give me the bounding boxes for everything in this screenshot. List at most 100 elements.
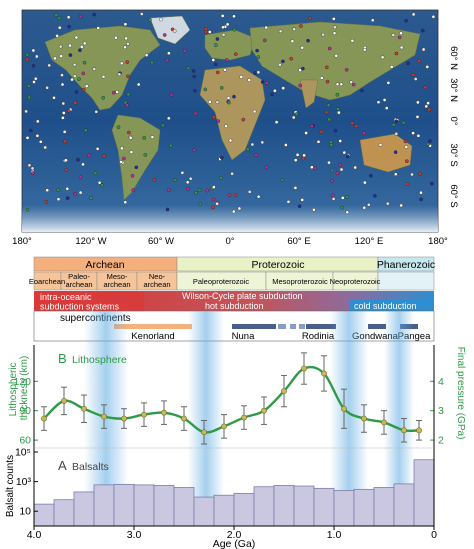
sample-marker — [215, 201, 219, 206]
label-line: Paleo- — [68, 272, 90, 281]
x-tick-label: 0 — [431, 529, 437, 541]
lith-point — [61, 397, 67, 404]
lon-tick-label: 180° — [12, 236, 32, 247]
lat-tick-label: 30° S — [448, 143, 459, 166]
sample-marker — [316, 139, 321, 144]
era-label: Eoarchean — [29, 277, 65, 286]
sample-marker — [207, 30, 212, 34]
sample-marker — [350, 121, 355, 125]
sample-marker — [100, 183, 104, 187]
sample-marker — [353, 165, 358, 170]
sample-marker — [60, 73, 64, 77]
sample-marker — [213, 62, 218, 67]
lith-point — [381, 419, 387, 426]
sample-marker — [335, 82, 340, 86]
sample-marker — [423, 85, 428, 90]
sample-marker — [290, 39, 295, 44]
sample-marker — [31, 48, 36, 53]
sample-marker — [338, 139, 343, 143]
sample-marker — [82, 60, 87, 65]
sample-marker — [399, 203, 404, 208]
sample-marker — [165, 207, 170, 212]
sample-marker — [299, 24, 303, 28]
lon-tick-label: 180° — [428, 236, 448, 247]
sample-marker — [27, 95, 32, 100]
sample-marker — [237, 206, 242, 211]
sample-marker — [239, 75, 244, 79]
pressure-y-axis: 2 3 4 — [430, 376, 444, 447]
sample-marker — [345, 210, 350, 215]
sample-marker — [391, 123, 396, 127]
sample-marker — [84, 84, 89, 88]
sample-marker — [36, 119, 40, 124]
sample-marker — [264, 81, 269, 85]
sample-marker — [376, 100, 381, 104]
sample-marker — [345, 195, 350, 199]
sample-marker — [291, 115, 296, 120]
sample-marker — [84, 128, 88, 133]
sample-marker — [293, 186, 298, 190]
sample-marker — [319, 76, 324, 80]
sample-marker — [191, 69, 196, 73]
sample-marker — [32, 80, 36, 84]
sample-marker — [63, 139, 67, 144]
label-line: subduction systems — [40, 301, 120, 311]
sample-marker — [166, 188, 171, 192]
sample-marker — [321, 32, 325, 37]
lat-tick-label: 30° N — [448, 78, 459, 102]
basalt-bar — [153, 485, 175, 527]
sample-marker — [152, 177, 157, 182]
lat-tick-label: 60° S — [448, 184, 459, 207]
sample-marker — [80, 45, 84, 49]
sample-marker — [284, 143, 288, 147]
sample-marker — [211, 205, 215, 210]
continent-africa — [199, 65, 266, 161]
sample-marker — [302, 153, 306, 158]
basalt-bar — [133, 484, 155, 527]
eon-phanerozoic-label: Phanerozoic — [377, 259, 435, 271]
sample-marker — [116, 125, 121, 129]
sample-marker — [28, 128, 33, 133]
sample-marker — [67, 109, 71, 113]
sample-marker — [66, 15, 71, 20]
sample-marker — [424, 104, 429, 109]
regime-label-cold: cold subduction — [354, 301, 417, 311]
sample-marker — [43, 145, 48, 150]
basalt-bar — [313, 487, 335, 527]
sample-marker — [247, 190, 252, 194]
sample-marker — [129, 150, 134, 154]
eon-proterozoic-label: Proterozoic — [251, 259, 304, 271]
sample-marker — [281, 59, 285, 64]
sample-marker — [115, 90, 119, 94]
sample-marker — [93, 171, 98, 175]
gondwana-label: Gondwana — [352, 331, 399, 342]
sample-marker — [81, 71, 85, 76]
x-axis-label: Age (Ga) — [213, 538, 256, 549]
sample-marker — [82, 41, 87, 46]
regime-label-intra-oceanic: intra-oceanic subduction systems — [40, 292, 120, 311]
sample-marker — [58, 25, 62, 30]
sample-marker — [264, 25, 269, 30]
sample-marker — [404, 18, 408, 23]
basalt-bar — [93, 484, 115, 527]
basalt-bar — [193, 496, 215, 527]
sample-marker — [425, 65, 430, 69]
lon-tick-label: 120° W — [75, 236, 106, 247]
sample-marker — [338, 163, 343, 167]
sample-marker — [230, 171, 234, 176]
sample-marker — [300, 45, 305, 50]
sample-marker — [223, 68, 227, 72]
sample-marker — [215, 70, 220, 75]
sample-marker — [134, 165, 139, 170]
sample-marker — [205, 188, 209, 193]
sample-marker — [56, 187, 60, 192]
lith-y-tick-label: 90 — [19, 405, 31, 417]
continent-north-america — [44, 25, 161, 111]
sample-marker — [39, 139, 43, 144]
sample-marker — [161, 123, 165, 128]
regime-label-wilson: Wilson-Cycle plate subduction — [182, 291, 303, 301]
bar-y-axis: 10 10³ 10⁵ — [15, 447, 38, 518]
sample-marker — [72, 62, 77, 67]
sample-marker — [378, 143, 383, 147]
sample-marker — [354, 124, 359, 128]
